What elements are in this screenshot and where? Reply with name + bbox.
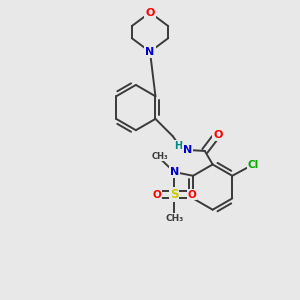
Text: S: S: [170, 188, 178, 201]
Text: CH₃: CH₃: [152, 152, 168, 161]
Text: O: O: [152, 190, 161, 200]
Text: N: N: [169, 167, 179, 177]
Text: CH₃: CH₃: [165, 214, 183, 223]
Text: H: H: [174, 141, 182, 151]
Text: N: N: [146, 47, 154, 57]
Text: N: N: [183, 145, 193, 155]
Text: Cl: Cl: [248, 160, 259, 170]
Text: O: O: [213, 130, 223, 140]
Text: O: O: [188, 190, 196, 200]
Text: O: O: [145, 8, 155, 17]
